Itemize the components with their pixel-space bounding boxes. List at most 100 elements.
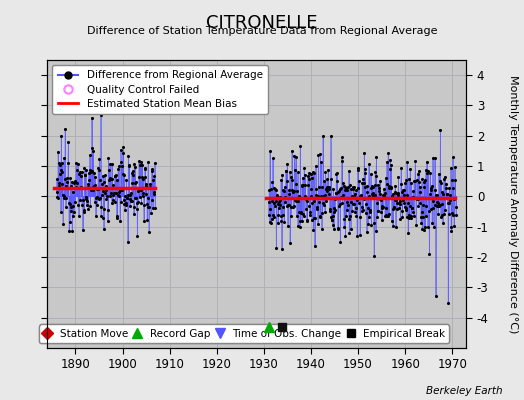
Point <box>334 225 342 232</box>
Point <box>307 170 315 177</box>
Point <box>311 163 320 170</box>
Point <box>431 154 439 161</box>
Point <box>77 185 85 191</box>
Point <box>314 220 322 227</box>
Point <box>403 192 412 198</box>
Point <box>55 180 63 186</box>
Point <box>332 189 340 196</box>
Point <box>110 192 118 198</box>
Point <box>113 213 122 220</box>
Point <box>371 169 379 176</box>
Point <box>305 176 313 182</box>
Point <box>439 191 447 197</box>
Point <box>328 217 336 223</box>
Point <box>418 176 426 183</box>
Point <box>429 198 438 204</box>
Point <box>302 205 310 212</box>
Point <box>272 198 280 204</box>
Point <box>62 179 71 186</box>
Point <box>286 169 294 175</box>
Point <box>399 187 408 193</box>
Point <box>144 195 152 202</box>
Point <box>279 203 288 210</box>
Point <box>314 152 323 158</box>
Point <box>297 210 305 216</box>
Point <box>270 203 279 209</box>
Point <box>305 203 313 210</box>
Point <box>125 162 134 168</box>
Point <box>294 209 303 215</box>
Point <box>320 202 329 208</box>
Point <box>361 184 369 190</box>
Point <box>289 188 298 194</box>
Point <box>444 299 453 306</box>
Point <box>438 200 446 207</box>
Point <box>305 212 314 218</box>
Point <box>285 202 293 208</box>
Point <box>440 210 448 217</box>
Point <box>357 193 365 200</box>
Point <box>296 218 304 224</box>
Point <box>100 226 108 232</box>
Legend: Station Move, Record Gap, Time of Obs. Change, Empirical Break: Station Move, Record Gap, Time of Obs. C… <box>39 324 450 343</box>
Point <box>115 189 123 196</box>
Point <box>366 209 374 216</box>
Point <box>101 172 109 178</box>
Point <box>93 194 102 200</box>
Point <box>62 195 70 202</box>
Point <box>332 170 341 177</box>
Point <box>389 204 398 210</box>
Point <box>439 220 447 226</box>
Point <box>362 201 370 208</box>
Point <box>356 214 365 220</box>
Point <box>136 162 145 168</box>
Point <box>323 188 332 194</box>
Point <box>122 202 130 208</box>
Point <box>292 213 301 220</box>
Point <box>75 171 83 177</box>
Point <box>342 213 351 219</box>
Point <box>365 161 373 168</box>
Point <box>313 206 321 212</box>
Point <box>359 196 368 202</box>
Point <box>343 199 351 206</box>
Point <box>64 200 73 206</box>
Point <box>136 187 145 194</box>
Point <box>274 212 282 218</box>
Point <box>95 156 104 162</box>
Point <box>108 197 117 203</box>
Point <box>275 197 283 204</box>
Point <box>273 193 281 200</box>
Point <box>304 182 312 189</box>
Point <box>105 175 114 181</box>
Point <box>391 188 399 195</box>
Point <box>108 161 116 167</box>
Point <box>341 184 349 190</box>
Point <box>284 202 292 208</box>
Point <box>119 144 127 151</box>
Point <box>445 184 454 191</box>
Point <box>322 186 331 192</box>
Point <box>372 228 380 234</box>
Point <box>73 166 82 173</box>
Point <box>409 188 417 194</box>
Point <box>450 222 458 229</box>
Point <box>398 208 406 214</box>
Point <box>292 154 300 160</box>
Point <box>116 187 124 193</box>
Point <box>76 169 84 176</box>
Point <box>130 210 138 217</box>
Point <box>133 206 141 212</box>
Point <box>287 174 296 180</box>
Point <box>436 126 445 133</box>
Point <box>408 208 417 215</box>
Point <box>338 154 346 160</box>
Point <box>358 207 366 214</box>
Point <box>77 172 85 179</box>
Point <box>348 201 357 208</box>
Point <box>296 224 304 231</box>
Point <box>441 195 450 202</box>
Point <box>329 186 337 192</box>
Point <box>426 169 434 176</box>
Point <box>301 182 310 188</box>
